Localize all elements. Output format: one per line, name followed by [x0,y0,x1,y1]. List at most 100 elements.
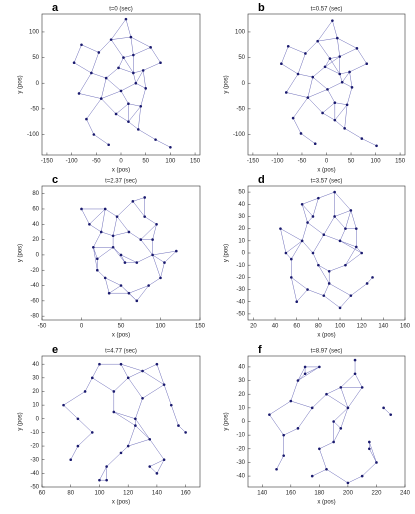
link [144,216,157,225]
agent-point [306,96,310,99]
link [106,452,122,467]
link [115,103,129,115]
agent-point [332,420,335,423]
x-tick-label: 220 [371,491,382,497]
agent-point [365,62,369,66]
agent-point [327,282,331,285]
agent-point [306,221,309,224]
link [276,455,284,470]
x-tick-label: 80 [67,491,74,497]
x-tick-label: -150 [41,159,54,165]
link [326,387,341,395]
x-tick-label: -100 [271,159,284,165]
link [163,384,172,406]
link [148,277,161,286]
link [112,216,118,236]
y-axis-label: y (pos) [224,75,230,93]
link [86,119,95,135]
agent-point [139,104,143,108]
link [155,139,171,148]
agent-point [72,61,76,65]
agent-point [268,413,271,416]
agent-point [98,362,101,366]
link [291,277,308,290]
link [317,20,333,42]
link [350,283,368,296]
link [113,411,136,420]
agent-point [321,111,324,115]
agent-point [325,467,328,471]
agent-point [284,251,288,255]
link [92,377,114,392]
agent-point [169,403,173,407]
link [105,277,122,286]
x-tick-label: 150 [195,324,206,330]
y-tick-label: 20 [238,226,245,232]
panel-letter: f [258,344,262,356]
link [101,98,117,115]
link [301,204,314,217]
agent-point [132,53,135,57]
agent-point [275,467,278,471]
x-tick-label: 100 [165,159,176,165]
y-tick-label: -20 [30,444,39,450]
link [339,73,343,83]
link [318,264,330,272]
link [91,52,100,74]
link [128,103,141,107]
agent-point [353,372,357,376]
link [112,247,122,256]
link [324,58,331,67]
link [339,48,358,57]
agent-point [96,268,99,272]
link [345,252,362,266]
link [327,81,343,90]
agent-point [325,392,328,396]
agent-point [103,207,107,211]
link [143,62,161,71]
agent-point [303,365,307,369]
link [63,391,86,406]
link [132,201,145,217]
y-axis-label: y (pos) [18,75,24,93]
panel-letter: b [258,2,265,14]
y-tick-label: 20 [238,392,245,398]
link [342,81,353,88]
agent-point [155,222,158,226]
agent-point [141,69,145,72]
link [123,54,134,58]
agent-point [143,215,146,218]
link [307,216,314,223]
link [281,63,299,75]
link [339,240,362,254]
x-tick-label: 100 [155,324,166,330]
agent-point [365,282,369,285]
agent-point [119,284,123,287]
link [329,264,346,272]
agent-point [148,465,152,468]
y-tick-label: -20 [236,446,245,452]
agent-point [300,202,304,206]
link [86,98,102,120]
agent-point [300,239,304,243]
agent-point [119,89,123,93]
x-tick-label: 0 [80,324,84,330]
agent-point [349,209,353,212]
y-tick-label: -80 [30,314,39,320]
link [312,66,326,78]
x-tick-label: -100 [66,159,79,165]
link [106,67,119,79]
agent-point [326,88,329,91]
link [171,405,179,426]
agent-point [375,461,378,464]
link [73,44,82,63]
link [118,57,124,68]
link [93,247,98,259]
agent-point [127,102,130,106]
link [301,204,308,223]
link [297,407,313,429]
link [120,254,137,263]
agent-point [76,417,80,421]
link [346,87,353,105]
link [369,441,377,463]
